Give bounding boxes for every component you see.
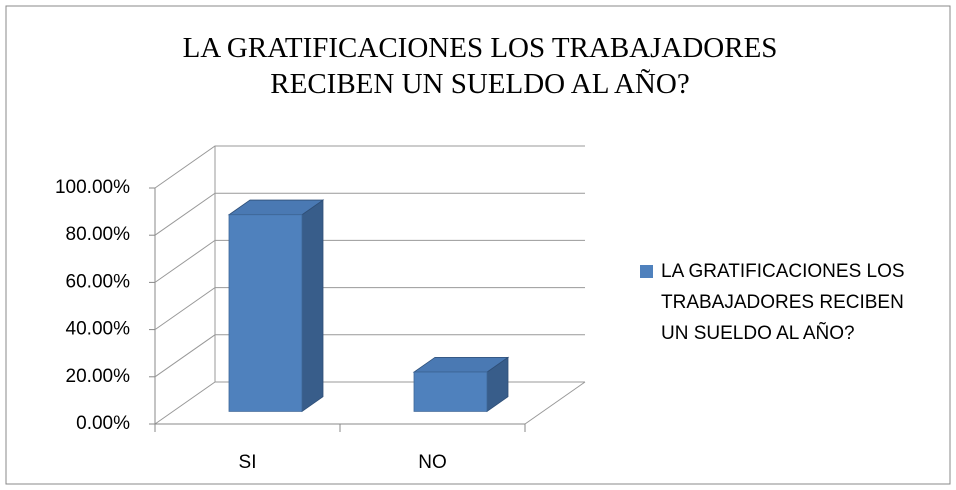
bar-side (301, 199, 324, 413)
y-tick-label: 0.00% (76, 413, 130, 434)
y-tick-label: 80.00% (66, 224, 131, 245)
y-tick-label: 40.00% (66, 319, 131, 340)
legend-swatch (640, 265, 653, 278)
x-tick-label: NO (418, 452, 447, 473)
chart-title: LA GRATIFICACIONES LOS TRABAJADORES RECI… (182, 32, 778, 100)
bar (413, 371, 488, 412)
legend: LA GRATIFICACIONES LOS TRABAJADORES RECI… (640, 256, 930, 349)
y-tick-label: 100.00% (55, 177, 130, 198)
floor-edge (524, 381, 586, 425)
bar (228, 214, 303, 412)
y-tick-label: 60.00% (66, 271, 131, 292)
x-tick-label: SI (239, 452, 257, 473)
legend-label: LA GRATIFICACIONES LOS TRABAJADORES RECI… (661, 261, 905, 344)
y-tick-label: 20.00% (66, 366, 131, 387)
